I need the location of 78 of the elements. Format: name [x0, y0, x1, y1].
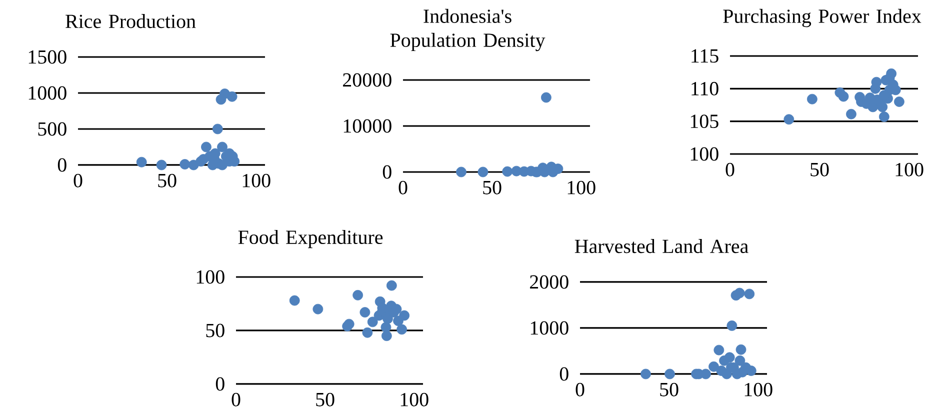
point [806, 94, 818, 104]
y-tick-label: 0 [560, 367, 568, 381]
point [344, 318, 354, 330]
y-tick-label: 100 [690, 147, 718, 161]
point [878, 112, 890, 122]
y-tick-label: 105 [690, 114, 718, 128]
point [894, 96, 904, 107]
chart-title: Harvested Land Area [574, 239, 748, 254]
y-tick-label: 1000 [28, 86, 66, 100]
point [734, 288, 745, 298]
point [180, 159, 190, 170]
point [502, 166, 513, 177]
x-tick-label: 100 [242, 174, 270, 188]
x-tick-label: 0 [398, 180, 408, 194]
point [312, 304, 324, 314]
point [352, 290, 364, 300]
y-tick-label: 10000 [344, 119, 392, 133]
point [736, 344, 746, 355]
chart-title: Purchasing Power Index [723, 8, 922, 28]
point [456, 166, 466, 178]
point [360, 307, 370, 318]
point [381, 330, 392, 342]
point [838, 91, 849, 102]
y-tick-label: 100 [196, 270, 224, 284]
y-tick-label: 50 [206, 324, 224, 338]
point [156, 160, 167, 170]
point [744, 288, 755, 300]
y-tick-label: 20000 [343, 73, 392, 87]
point [846, 108, 856, 120]
x-tick-label: 100 [568, 180, 596, 194]
x-tick-label: 50 [158, 174, 176, 188]
point [732, 368, 742, 380]
point [289, 295, 300, 306]
point [877, 102, 888, 112]
y-tick-label: 1000 [530, 321, 568, 335]
point [714, 344, 724, 356]
point [478, 166, 488, 178]
x-tick-label: 0 [74, 174, 82, 188]
y-tick-label: 110 [692, 82, 718, 96]
point [198, 154, 209, 164]
x-tick-label: 100 [744, 382, 772, 396]
point [708, 361, 719, 372]
point [746, 366, 756, 376]
y-tick-label: 2000 [530, 275, 568, 289]
point [724, 352, 735, 363]
point [734, 355, 746, 366]
y-tick-label: 500 [38, 122, 66, 136]
point [136, 156, 147, 168]
point [726, 320, 738, 331]
point [871, 76, 882, 88]
point [396, 324, 408, 335]
y-tick-label: 1500 [28, 50, 66, 64]
point [212, 124, 223, 134]
point [700, 368, 711, 380]
x-tick-label: 0 [576, 382, 584, 396]
chart-title: Indonesia's Population Density [390, 8, 546, 52]
point [640, 368, 651, 380]
x-tick-label: 50 [660, 382, 678, 396]
x-tick-label: 100 [896, 162, 924, 176]
x-tick-label: 50 [483, 180, 502, 194]
point [201, 142, 212, 152]
x-tick-label: 50 [316, 392, 334, 406]
x-tick-label: 100 [400, 392, 428, 406]
point [217, 142, 228, 152]
y-tick-label: 115 [692, 49, 718, 63]
point [784, 114, 794, 125]
point [367, 316, 378, 328]
chart-title: Rice Production [66, 14, 196, 28]
x-tick-label: 50 [810, 162, 829, 176]
point [226, 91, 238, 102]
x-tick-label: 0 [232, 392, 240, 406]
point [386, 280, 397, 291]
point [540, 92, 552, 103]
chart-title: Food Expenditure [238, 230, 383, 248]
point [664, 368, 675, 380]
point [362, 327, 373, 338]
x-tick-label: 0 [726, 162, 734, 176]
point [399, 310, 410, 321]
